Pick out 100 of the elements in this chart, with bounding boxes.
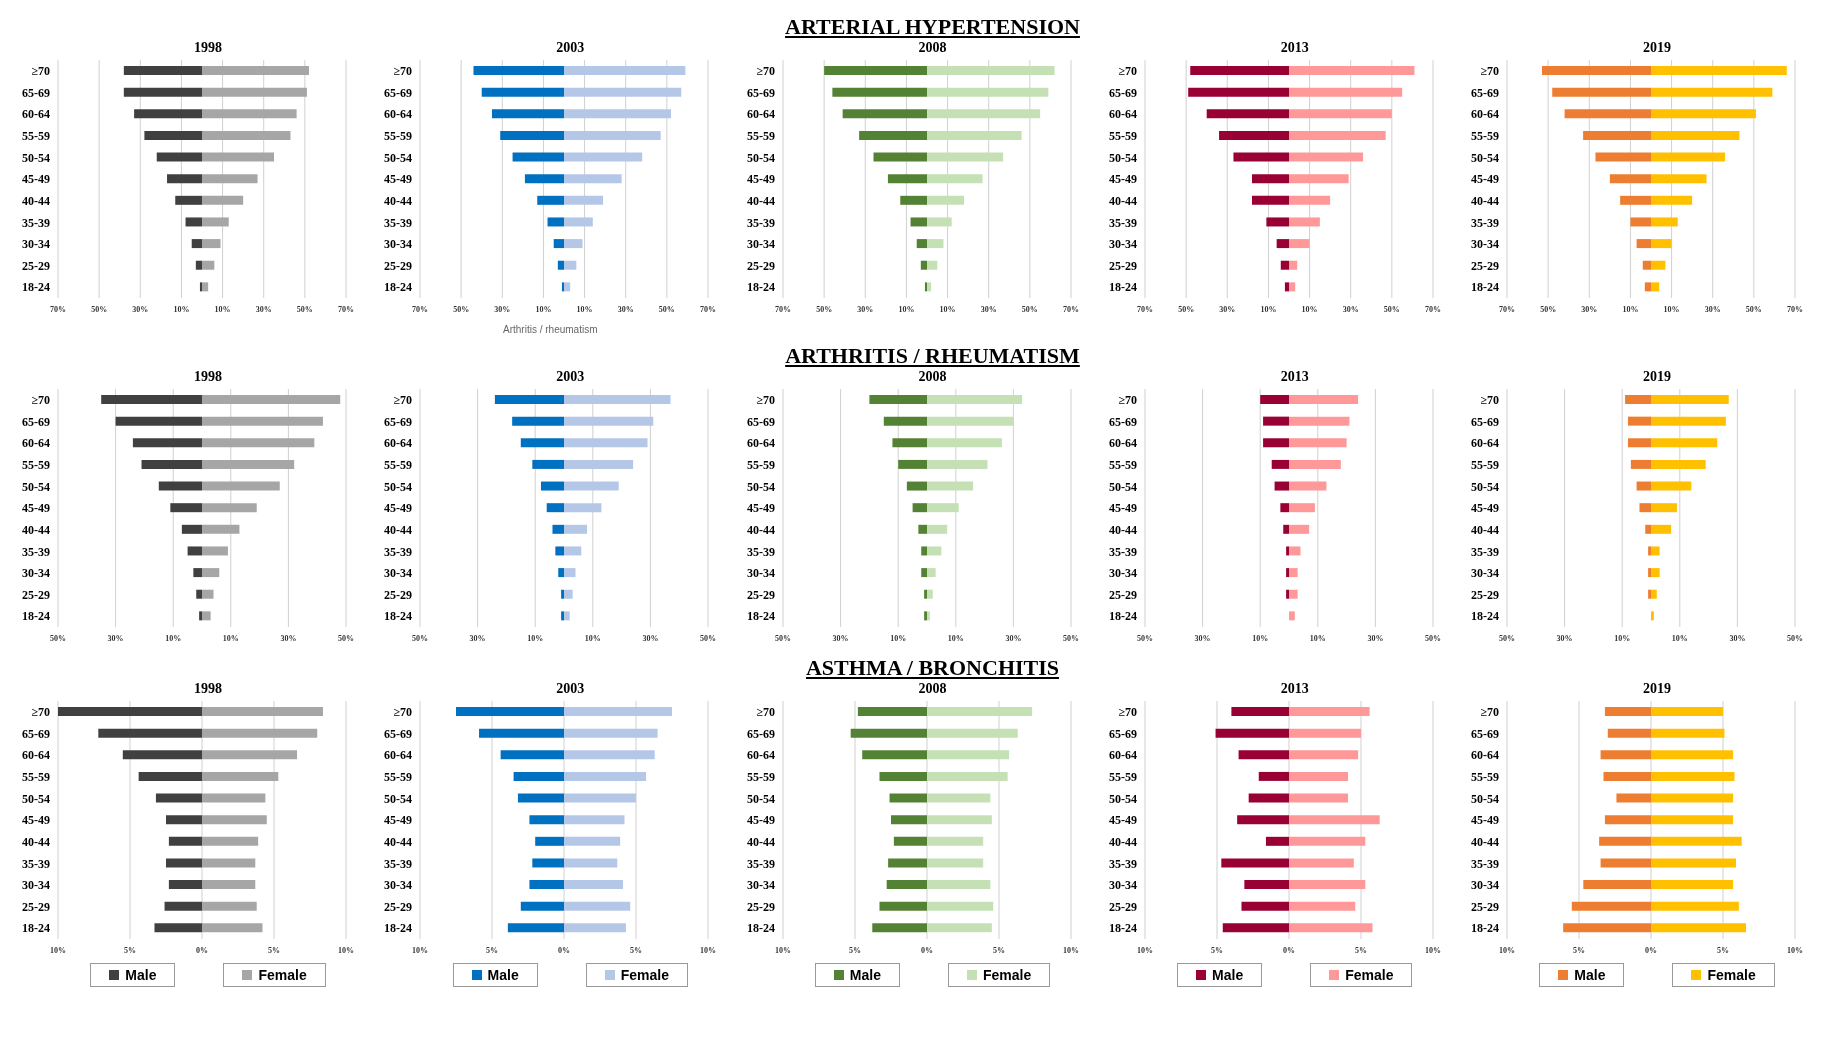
bar [1564,109,1651,119]
bar [202,923,263,933]
x-tick-label: 70% [412,304,429,314]
bar [1651,923,1747,933]
x-tick-label: 50% [338,633,354,643]
x-tick-label: 10% [1622,304,1639,314]
bar [912,503,927,513]
bar [202,568,220,578]
y-tick-label: 65-69 [1108,726,1137,741]
bar [920,546,927,556]
bar [1651,217,1678,227]
y-tick-label: 25-29 [384,899,413,914]
bar [564,728,658,738]
bar [926,109,1040,119]
bar [891,438,927,448]
bar [1636,481,1651,491]
y-tick-label: 65-69 [746,414,775,429]
y-tick-label: 45-49 [384,501,413,516]
x-tick-label: 10% [1136,945,1153,955]
y-tick-label: 60-64 [384,748,413,763]
bar [889,793,927,803]
x-tick-label: 70% [1136,304,1153,314]
x-tick-label: 70% [338,304,354,314]
y-tick-label: 50-54 [384,479,413,494]
bar [202,416,323,426]
bar [564,793,637,803]
bar [202,524,240,534]
y-tick-label: 30-34 [1108,237,1137,252]
bar [553,239,565,249]
bar [202,901,257,911]
bar [564,611,571,621]
bar [1288,395,1358,404]
bar [1651,109,1756,119]
y-tick-label: 65-69 [746,85,775,100]
bar [564,282,571,292]
bar [926,707,1032,716]
y-tick-label: 65-69 [22,726,50,741]
bar [564,568,576,578]
x-tick-label: 70% [1499,304,1515,314]
bar [893,836,927,846]
bar [1630,459,1651,469]
y-tick-label: 50-54 [1108,150,1137,165]
y-tick-label: 18-24 [746,280,775,295]
bar [1620,195,1651,205]
bar [1651,195,1693,205]
bar [181,524,202,534]
y-tick-label: 25-29 [1471,899,1499,914]
bar [138,771,202,781]
bar [890,815,927,825]
x-tick-label: 50% [1499,633,1515,643]
bar [202,174,258,184]
bar [115,416,202,426]
bar [1288,438,1347,448]
y-tick-label: 30-34 [746,878,775,893]
bar [926,438,1002,448]
y-tick-label: 45-49 [1108,813,1137,828]
bar [202,217,229,227]
y-tick-label: 50-54 [1471,150,1499,165]
bar [1285,568,1289,578]
bar [878,901,927,911]
bar [564,438,648,448]
y-tick-label: 40-44 [22,193,50,208]
bar [196,589,202,599]
bar [564,923,627,933]
y-tick-label: 50-54 [22,791,50,806]
y-tick-label: 45-49 [1471,501,1499,516]
bar [1599,836,1651,846]
bar [122,750,202,760]
bar [123,66,202,75]
x-tick-label: 50% [700,633,717,643]
bar [456,707,565,716]
x-tick-label: 50% [91,304,108,314]
bar [166,815,202,825]
y-tick-label: 35-39 [22,215,50,230]
y-tick-label: 65-69 [22,85,50,100]
legend-label: Female [620,967,669,983]
x-tick-label: 10% [576,304,593,314]
y-tick-label: 65-69 [1471,414,1499,429]
bar [564,771,647,781]
y-tick-label: 45-49 [384,172,413,187]
x-tick-label: 10% [1663,304,1680,314]
bar [1595,152,1651,162]
bar [564,524,588,534]
bar [1604,707,1651,716]
x-tick-label: 30% [1704,304,1721,314]
bar [1651,858,1736,868]
x-tick-label: 70% [1062,304,1079,314]
x-tick-label: 30% [1219,304,1236,314]
chart-title: 2013 [1279,369,1310,385]
y-tick-label: 65-69 [384,85,413,100]
bar [1651,707,1723,716]
bar [535,836,565,846]
bar [1600,858,1651,868]
y-tick-label: ≥70 [755,64,775,79]
y-tick-label: 40-44 [1108,522,1137,537]
x-tick-label: 70% [50,304,66,314]
x-tick-label: 50% [1062,633,1079,643]
x-tick-label: 10% [774,945,791,955]
y-tick-label: 60-64 [22,748,50,763]
bar [926,750,1009,760]
